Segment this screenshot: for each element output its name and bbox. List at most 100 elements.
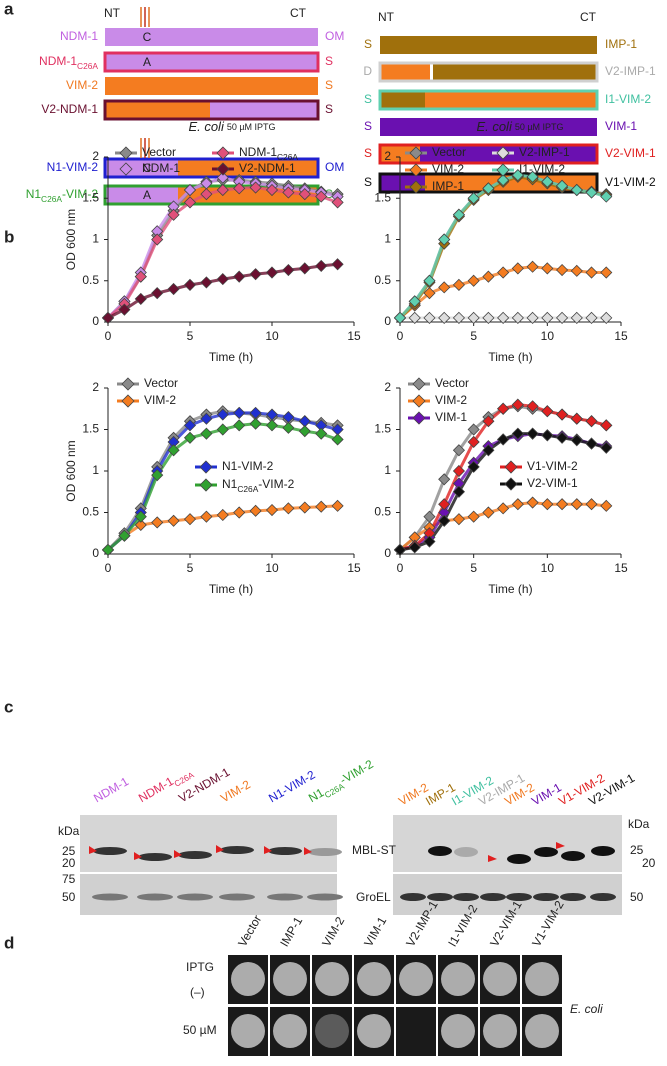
groel-band [219,893,255,901]
legend-label: N1C26A-VIM-2 [222,477,295,494]
x-axis-label: Time (h) [209,350,253,364]
legend-label: Vector [435,376,469,390]
data-point [233,406,246,419]
data-point [570,412,583,425]
groel-band [453,893,479,901]
data-point [600,311,613,324]
data-point [216,171,229,184]
legend-marker [216,146,230,160]
legend-marker [199,460,213,474]
domain-border [103,51,320,73]
data-point [482,270,495,283]
data-point [497,174,510,187]
data-point [151,233,164,246]
data-point [423,311,436,324]
data-point [408,541,421,554]
data-point [265,503,279,517]
construct-label-part: -VIM-2 [62,187,98,201]
data-point [585,311,598,324]
lane-label-part: N1 [306,785,327,805]
segment [425,91,597,109]
data-point [216,408,229,421]
data-point [167,282,180,296]
legend-label: VIM-2 [432,162,464,176]
data-point [118,529,131,542]
data-point [183,278,197,291]
mw-marker: 50 [62,890,76,904]
data-point [570,264,583,277]
data-point [233,419,246,432]
data-point [315,190,328,203]
segment [105,53,318,71]
x-tick-label: 10 [541,561,555,575]
data-point [526,311,539,324]
domain-border [378,61,599,83]
protein-band [454,847,478,857]
y-axis-label: OD 600 nm [64,440,78,501]
data-point [526,496,539,509]
data-point [556,408,569,421]
legend-label-part: -VIM-2 [258,477,294,491]
segment [105,101,210,119]
construct-label: V2-NDM-1 [41,102,98,116]
data-point [298,262,311,275]
construct-label: N1C26A-VIM-2 [26,187,99,204]
data-point [167,208,180,221]
data-point [497,266,510,279]
location-label: D [363,64,372,78]
legend-label: VIM-1 [435,410,467,424]
legend-marker [496,146,510,160]
nt-label: NT [104,6,121,20]
location-label: OM [325,29,344,43]
data-point [200,276,213,289]
x-tick-label: 10 [541,329,555,343]
groel-band [480,893,506,901]
blot-label: MBL-ST [352,843,397,857]
data-point [467,311,480,324]
groel-band [137,893,173,901]
y-tick-label: 1.5 [374,422,391,436]
data-point [467,510,480,523]
y-tick-label: 2 [92,149,99,163]
data-point [423,274,436,287]
data-point [151,469,164,482]
panel-label: c [4,697,13,716]
construct-label-part: C26A [77,61,98,71]
nt-label: NT [378,10,395,24]
legend-label: I1-VIM-2 [519,162,565,176]
segment [433,63,597,81]
data-point [249,181,262,194]
legend-marker [409,146,423,160]
legend-marker [496,163,510,177]
legend-marker [121,394,135,408]
data-point [438,473,451,486]
protein-band [178,851,212,859]
protein-band [220,846,254,854]
gel-blot [80,815,337,872]
y-tick-label: 0 [384,546,391,560]
colony-spot [483,1014,517,1048]
data-point [570,498,583,511]
data-point [298,188,311,201]
residue-label: C [143,161,152,175]
data-point [134,510,147,523]
construct-label: IMP-1 [605,37,637,51]
lane-label-part: -VIM-2 [338,757,376,787]
x-tick-label: 0 [105,561,112,575]
groel-band [92,893,128,901]
data-point [183,196,197,209]
data-point [331,196,344,209]
y-tick-label: 1.5 [374,190,391,204]
colony-spot [525,1014,559,1048]
legend-marker [412,394,426,408]
groel-band [307,893,343,901]
data-point [315,427,328,440]
data-point [497,402,510,415]
construct-label: NDM-1C26A [39,54,98,71]
strain-label: VIM-1 [361,914,389,949]
segment [105,28,318,46]
mw-marker: 50 [630,890,644,904]
data-point [265,266,279,279]
location-label: S [325,102,333,116]
data-point [467,435,480,449]
